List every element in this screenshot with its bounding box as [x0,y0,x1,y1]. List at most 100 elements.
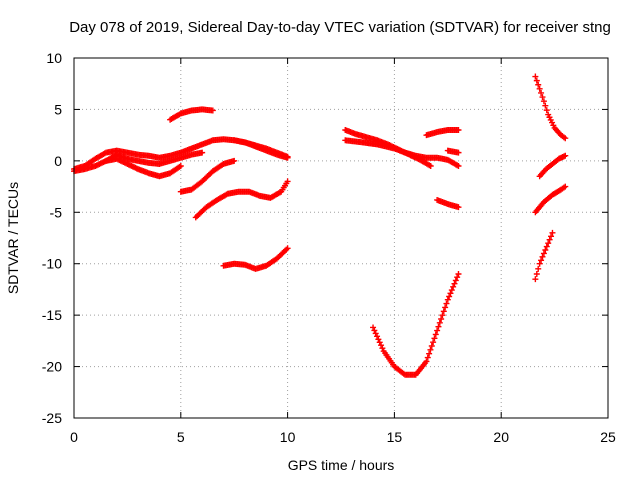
data-point [284,178,291,185]
data-point [442,304,449,311]
data-point [378,342,385,349]
data-point [424,354,431,361]
data-points [71,73,569,378]
data-point [455,163,462,169]
data-point [428,343,435,349]
series-arc-18 [532,229,556,283]
data-point [434,327,441,334]
data-point [432,331,439,338]
y-tick-label: -5 [50,204,63,220]
series-arc-17 [532,183,569,216]
x-axis-label: GPS time / hours [288,457,395,473]
data-point [543,107,550,114]
data-point [542,247,549,253]
data-point [562,183,569,190]
data-point [540,250,547,257]
chart-title: Day 078 of 2019, Sidereal Day-to-day VTE… [69,19,611,36]
series-arc-11 [423,127,462,139]
data-point [372,330,379,337]
y-tick-label: 5 [54,101,62,117]
data-point [423,358,430,365]
data-point [451,280,458,287]
x-tick-label: 0 [70,429,78,445]
data-point [447,290,454,297]
data-point [430,339,437,346]
data-point [455,271,462,277]
data-point [539,253,546,260]
data-point [199,149,206,156]
data-point [549,229,556,236]
axis-ticks: 0 5 10 15 20 25 10 5 0 -5 -10 -15 -20 -25 [42,50,616,445]
data-point [543,243,550,250]
data-point [536,260,543,267]
data-point [231,157,238,164]
data-point [540,98,547,105]
data-point [426,350,433,357]
data-point [455,149,462,156]
data-point [435,323,442,330]
data-point [443,300,450,307]
data-point [446,293,453,300]
y-tick-label: -10 [42,256,62,272]
data-point [452,277,459,284]
data-point [448,287,455,294]
x-tick-label: 20 [493,429,509,445]
data-point [454,274,461,281]
data-point [546,236,553,243]
data-point [562,152,569,159]
x-tick-label: 10 [280,429,296,445]
data-point [455,204,462,211]
x-tick-label: 15 [387,429,403,445]
data-point [371,327,378,334]
data-point [539,94,546,101]
data-point [548,233,555,240]
data-point [532,276,539,283]
y-tick-label: -25 [42,410,62,426]
data-point [542,102,549,109]
data-point [439,312,446,319]
y-tick-label: 0 [54,153,62,169]
x-tick-label: 5 [177,429,185,445]
y-tick-label: 10 [46,50,62,66]
series-arc-6 [192,178,291,221]
data-point [436,319,443,326]
data-point [545,240,552,247]
data-point [375,336,382,343]
series-arc-16 [536,152,569,180]
data-point [450,283,457,290]
data-point [177,163,184,169]
series-arc-10 [342,137,462,169]
data-point [455,127,462,133]
data-point [427,163,434,169]
series-arc-13 [434,196,462,211]
data-point [538,89,545,96]
data-point [284,245,291,252]
data-point [535,81,542,88]
data-point [209,107,216,114]
data-point [376,339,383,346]
data-point [536,85,543,92]
series-arc-7 [220,245,291,272]
series-arc-5 [177,157,238,195]
series-arc-3 [103,155,184,180]
data-point [427,346,434,353]
data-point [532,73,539,80]
data-point [538,257,545,264]
y-tick-label: -20 [42,359,62,375]
y-axis-label: SDTVAR / TECUs [5,182,21,294]
series-arc-15 [532,73,569,142]
data-point [533,271,540,277]
data-point [374,333,381,340]
data-point [438,316,445,322]
data-point [431,335,438,342]
plot-frame [73,57,609,419]
series-arc-8 [231,137,291,161]
data-point [533,77,540,84]
y-tick-label: -15 [42,307,62,323]
data-point [444,296,451,303]
data-point [440,308,447,315]
data-point [535,265,542,272]
series-arc-12 [444,147,462,156]
data-point [284,154,291,161]
